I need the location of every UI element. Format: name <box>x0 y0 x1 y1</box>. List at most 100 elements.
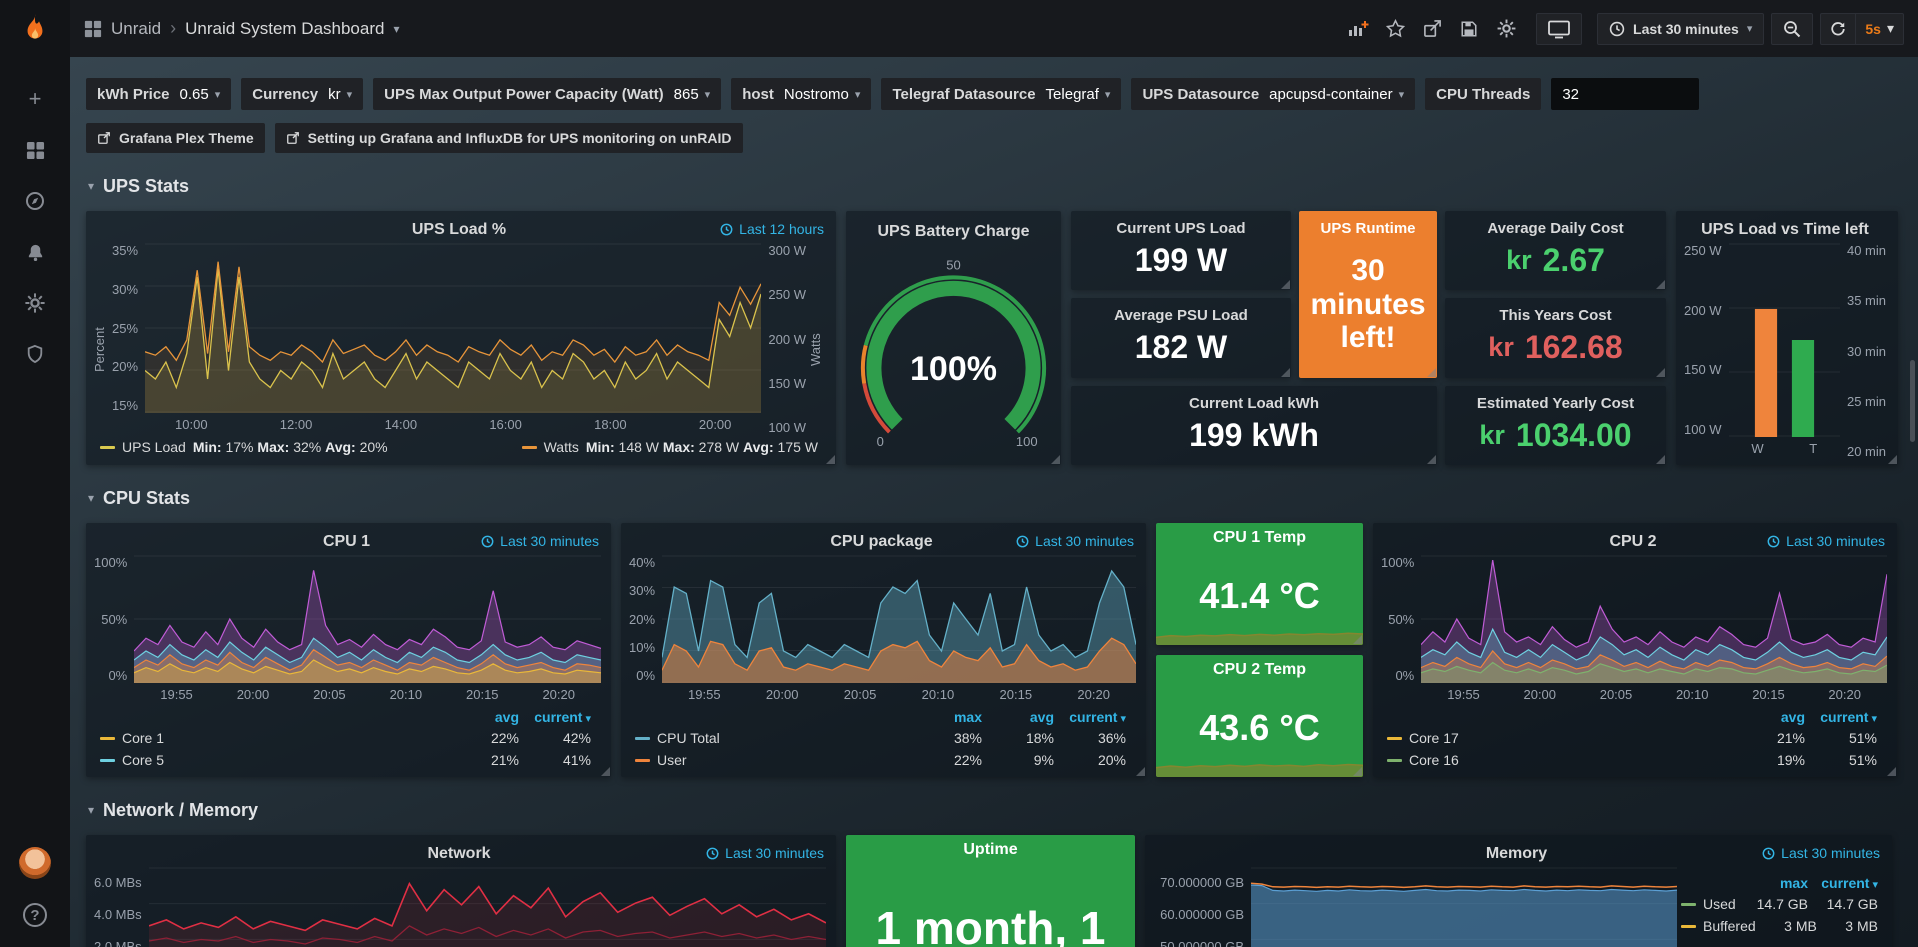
scrollbar-thumb[interactable] <box>1910 360 1915 442</box>
row-header-cpu-stats[interactable]: ▾ CPU Stats <box>88 487 1902 509</box>
panel-title[interactable]: UPS Load vs Time left <box>1701 221 1869 238</box>
sidebar-configuration-button[interactable] <box>17 291 53 315</box>
legend-row[interactable]: Core 16 19% 51% <box>1387 749 1877 771</box>
legend-sort-max[interactable]: max <box>1779 875 1808 891</box>
axis-tick: 20:00 <box>236 686 270 702</box>
section-title: CPU Stats <box>103 487 191 508</box>
panel-title[interactable]: Estimated Yearly Cost <box>1476 394 1635 412</box>
add-panel-button[interactable] <box>1343 14 1373 44</box>
variable-telegraf-datasource[interactable]: Telegraf Datasource Telegraf ▾ <box>881 78 1122 110</box>
legend-sort-avg[interactable]: avg <box>1780 709 1805 725</box>
legend-item[interactable]: UPS Load Min: 17% Max: 32% Avg: 20% <box>100 439 388 455</box>
legend-item[interactable]: Watts Min: 148 W Max: 278 W Avg: 175 W <box>521 439 818 455</box>
variable-kwh-price[interactable]: kWh Price 0.65 ▾ <box>86 78 232 110</box>
x-axis: 10:00 12:00 14:00 16:00 18:00 20:00 <box>145 413 761 435</box>
cycle-view-button[interactable] <box>1536 12 1583 45</box>
panel-title[interactable]: CPU 2 Temp <box>1212 661 1307 678</box>
time-range-picker[interactable]: Last 30 minutes ▾ <box>1597 12 1765 45</box>
axis-tick: 20:20 <box>542 686 575 702</box>
panel-title[interactable]: Memory <box>1485 845 1548 862</box>
save-button[interactable] <box>1454 14 1484 44</box>
breadcrumb-app[interactable]: Unraid <box>111 18 162 38</box>
axis-tick: 19:55 <box>160 686 193 702</box>
panel-title[interactable]: CPU 1 Temp <box>1212 529 1307 546</box>
sidebar-create-button[interactable]: + <box>17 86 53 111</box>
legend-row[interactable]: Core 5 21% 41% <box>100 749 591 771</box>
panel-title[interactable]: Average Daily Cost <box>1487 220 1624 237</box>
ups-stats-row: UPS Load % Last 12 hours Percent 35% 30% 2… <box>86 211 1902 465</box>
row-header-network-memory[interactable]: ▾ Network / Memory <box>88 799 1902 821</box>
sidebar-help-button[interactable]: ? <box>17 903 53 927</box>
legend-value: 42% <box>562 730 591 746</box>
refresh-button[interactable] <box>1821 14 1855 44</box>
variable-currency[interactable]: Currency kr ▾ <box>241 78 364 110</box>
grafana-logo[interactable] <box>0 0 70 57</box>
axis-tick: 20% <box>112 359 139 375</box>
panel-title[interactable]: CPU 2 <box>1609 533 1657 550</box>
memory-chart[interactable] <box>1251 867 1677 947</box>
panel-title[interactable]: UPS Battery Charge <box>877 223 1030 240</box>
legend-sort-current[interactable]: current <box>1054 709 1126 725</box>
zoom-out-button[interactable] <box>1771 12 1814 45</box>
link-grafana-plex-theme[interactable]: Grafana Plex Theme <box>86 123 265 153</box>
sidebar-alerting-button[interactable] <box>17 240 53 264</box>
legend-sort-current[interactable]: current <box>519 709 591 725</box>
variable-host[interactable]: host Nostromo ▾ <box>731 78 872 110</box>
variable-ups-max-output[interactable]: UPS Max Output Power Capacity (Watt) 865… <box>373 78 722 110</box>
refresh-interval-picker[interactable]: 5s ▾ <box>1855 13 1903 44</box>
axis-tick: 100 W <box>1684 421 1722 437</box>
legend-sort-current[interactable]: current <box>1805 709 1877 725</box>
legend-value: 36% <box>1097 730 1126 746</box>
ups-load-chart[interactable] <box>145 243 762 413</box>
panel-title[interactable]: Current UPS Load <box>1116 220 1246 237</box>
link-ups-monitoring-guide[interactable]: Setting up Grafana and InfluxDB for UPS … <box>274 123 743 153</box>
dashboard-settings-button[interactable] <box>1491 14 1521 44</box>
panel-title[interactable]: Average PSU Load <box>1114 307 1248 325</box>
panel-title[interactable]: UPS Load % <box>411 221 507 238</box>
cpu-package-chart[interactable] <box>662 555 1137 683</box>
legend-row[interactable]: Buffered 3 MB 3 MB <box>1681 915 1878 937</box>
sidebar-admin-button[interactable] <box>17 342 53 366</box>
caret-down-icon[interactable]: ▾ <box>393 21 400 36</box>
stat-value: kr 1034.00 <box>1479 416 1632 453</box>
dashboard-title[interactable]: Unraid System Dashboard <box>185 18 385 38</box>
cpu1-chart[interactable] <box>134 555 602 683</box>
time-range-badge: Last 30 minutes <box>1762 845 1880 861</box>
legend-sort-max[interactable]: max <box>953 709 982 725</box>
panel-cpu2-temp: CPU 2 Temp 43.6 °C <box>1156 655 1363 777</box>
cpu-temp-panels: CPU 1 Temp 41.4 °C CPU 2 Temp 43.6 °C <box>1156 523 1363 777</box>
panel-title[interactable]: Uptime <box>963 841 1018 858</box>
network-chart[interactable] <box>148 867 826 947</box>
cpu2-chart[interactable] <box>1421 555 1888 683</box>
legend-sort-avg[interactable]: avg <box>494 709 519 725</box>
user-avatar[interactable] <box>17 847 53 879</box>
panel-title[interactable]: Network <box>427 845 491 862</box>
axis-tick: 20:05 <box>313 686 346 702</box>
panel-title[interactable]: This Years Cost <box>1499 307 1612 325</box>
cpu2-temp-sparkline <box>1156 743 1363 777</box>
share-button[interactable] <box>1417 14 1447 44</box>
panel-title[interactable]: UPS Runtime <box>1320 220 1416 237</box>
legend-row[interactable]: Used 14.7 GB 14.7 GB <box>1681 893 1878 915</box>
legend-row[interactable]: Core 1 22% 42% <box>100 727 591 749</box>
panel-title[interactable]: Current Load kWh <box>1189 394 1319 412</box>
stat-value: 30 minutes left! <box>1310 253 1426 355</box>
cpu-threads-input[interactable] <box>1551 78 1700 110</box>
star-button[interactable] <box>1380 14 1410 44</box>
variable-ups-datasource[interactable]: UPS Datasource apcupsd-container ▾ <box>1131 78 1416 110</box>
ups-bar-chart[interactable] <box>1728 243 1840 437</box>
panel-title[interactable]: CPU package <box>830 533 933 550</box>
y-axis-left: 70.000000 GB 60.000000 GB 50.000000 GB <box>1151 867 1251 947</box>
legend-row[interactable]: CPU Total 38% 18% 36% <box>635 727 1126 749</box>
legend-row[interactable]: Core 17 21% 51% <box>1387 727 1877 749</box>
sidebar-explore-button[interactable] <box>17 189 53 213</box>
legend-sort-avg[interactable]: avg <box>1029 709 1054 725</box>
legend-sort-current[interactable]: current <box>1808 875 1878 891</box>
legend-value: 14.7 GB <box>1756 896 1808 912</box>
panel-title[interactable]: CPU 1 <box>322 533 371 550</box>
row-header-ups-stats[interactable]: ▾ UPS Stats <box>88 175 1902 197</box>
legend-header: avg current <box>100 707 591 727</box>
legend-row[interactable]: User 22% 9% 20% <box>635 749 1126 771</box>
axis-tick: 30% <box>112 281 139 297</box>
sidebar-dashboards-button[interactable] <box>17 138 53 162</box>
